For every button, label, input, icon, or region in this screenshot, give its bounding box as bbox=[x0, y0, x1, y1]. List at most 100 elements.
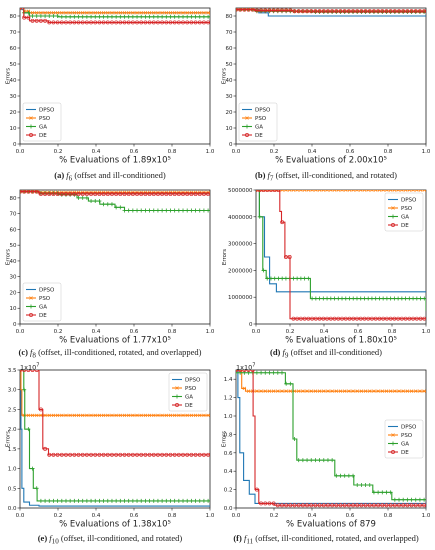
series-marker bbox=[263, 501, 268, 506]
series-marker bbox=[197, 208, 202, 213]
series-marker bbox=[279, 370, 284, 375]
series-marker bbox=[338, 473, 343, 478]
series-marker bbox=[306, 316, 311, 321]
series-marker bbox=[292, 9, 297, 14]
series-marker bbox=[295, 276, 300, 281]
series-marker bbox=[47, 413, 52, 418]
y-tick-label: 70 bbox=[226, 30, 233, 36]
series-marker bbox=[51, 20, 56, 25]
x-tick-label: 0.4 bbox=[92, 513, 101, 519]
y-tick-label: 50 bbox=[226, 62, 233, 68]
series-marker bbox=[380, 490, 385, 495]
series-marker bbox=[59, 498, 64, 503]
series-marker bbox=[80, 11, 85, 15]
caption-f: (f) f11 (offset, ill-conditioned, rotate… bbox=[233, 533, 419, 546]
series-marker bbox=[384, 503, 389, 508]
series-marker bbox=[189, 14, 194, 19]
series-marker bbox=[332, 190, 337, 192]
series-marker bbox=[118, 498, 123, 503]
series-marker bbox=[109, 202, 114, 207]
series-marker bbox=[284, 190, 288, 192]
series-marker bbox=[355, 316, 359, 321]
series-marker bbox=[298, 276, 303, 281]
x-tick-label: 0.8 bbox=[384, 513, 393, 519]
series-marker bbox=[59, 452, 64, 457]
series-marker bbox=[409, 389, 414, 393]
chart-panel-e: 0.0 0.2 0.4 0.6 0.8 1.0 0.0 0.5 1.0 1.5 2.0 2.5 3.0 3… bbox=[6, 363, 215, 548]
y-tick-label: 50 bbox=[10, 62, 17, 68]
y-tick-label: 5000000 bbox=[228, 188, 253, 194]
series-marker bbox=[280, 276, 285, 281]
series-marker bbox=[296, 389, 301, 393]
series-marker bbox=[280, 190, 284, 192]
series-marker bbox=[343, 296, 348, 301]
series-marker bbox=[295, 190, 299, 192]
series-marker bbox=[26, 15, 31, 20]
y-tick-label: 1.4 bbox=[224, 377, 233, 383]
legend-label-de: DE bbox=[255, 133, 263, 139]
series-marker bbox=[392, 9, 397, 14]
series-marker bbox=[164, 191, 169, 196]
series-marker bbox=[347, 296, 352, 301]
series-marker bbox=[287, 255, 292, 259]
series-marker bbox=[185, 14, 190, 19]
series-marker bbox=[189, 452, 194, 457]
series-marker bbox=[164, 11, 169, 15]
legend-label-de: DE bbox=[401, 223, 409, 229]
series-marker bbox=[64, 20, 68, 25]
series-marker bbox=[147, 208, 152, 213]
plot-frame bbox=[235, 7, 427, 145]
series-marker bbox=[110, 191, 114, 196]
series-marker bbox=[388, 503, 393, 508]
series-marker bbox=[269, 190, 273, 192]
y-tick-label: 70 bbox=[10, 212, 17, 218]
series-marker bbox=[329, 190, 333, 192]
legend-label-ga: GA bbox=[255, 125, 263, 131]
series-marker bbox=[283, 276, 288, 281]
series-marker bbox=[417, 9, 422, 14]
series-marker bbox=[22, 370, 27, 372]
series-marker bbox=[366, 296, 371, 301]
series-marker bbox=[152, 413, 156, 418]
x-tick-label: 1.0 bbox=[206, 513, 215, 519]
series-marker bbox=[340, 316, 344, 321]
series-marker bbox=[185, 20, 190, 25]
series-marker bbox=[351, 503, 355, 508]
series-marker bbox=[72, 413, 77, 418]
legend-label-dpso: DPSO bbox=[401, 425, 417, 431]
series-marker bbox=[362, 296, 367, 301]
series-marker bbox=[288, 381, 293, 386]
series-marker bbox=[268, 276, 273, 281]
series-marker bbox=[22, 387, 27, 392]
series-marker bbox=[55, 413, 60, 418]
series-marker bbox=[118, 20, 123, 25]
series-line-de bbox=[20, 191, 210, 195]
series-marker bbox=[193, 498, 198, 503]
y-tick-label: 70 bbox=[10, 30, 17, 36]
series-marker bbox=[263, 370, 268, 375]
series-marker bbox=[418, 296, 423, 301]
y-tick-label: 60 bbox=[10, 46, 17, 52]
series-marker bbox=[313, 316, 318, 321]
series-marker bbox=[63, 498, 68, 503]
legend-box bbox=[238, 102, 278, 142]
series-marker bbox=[105, 452, 110, 457]
legend-label-dpso: DPSO bbox=[255, 108, 271, 114]
series-marker bbox=[372, 389, 376, 393]
series-marker bbox=[72, 20, 77, 25]
series-marker bbox=[189, 20, 194, 25]
series-line-ga bbox=[20, 370, 210, 502]
y-tick-label: 40 bbox=[226, 78, 233, 84]
series-marker bbox=[139, 191, 144, 196]
series-marker bbox=[172, 208, 177, 213]
series-marker bbox=[418, 316, 423, 321]
series-marker bbox=[206, 14, 210, 19]
series-marker bbox=[139, 452, 144, 457]
series-marker bbox=[392, 503, 397, 508]
series-marker bbox=[317, 9, 322, 14]
legend-label-ga: GA bbox=[39, 305, 47, 311]
y-tick-label: 3000000 bbox=[228, 242, 253, 248]
series-marker bbox=[321, 190, 326, 192]
series-marker bbox=[101, 452, 106, 457]
series-marker bbox=[26, 370, 31, 372]
